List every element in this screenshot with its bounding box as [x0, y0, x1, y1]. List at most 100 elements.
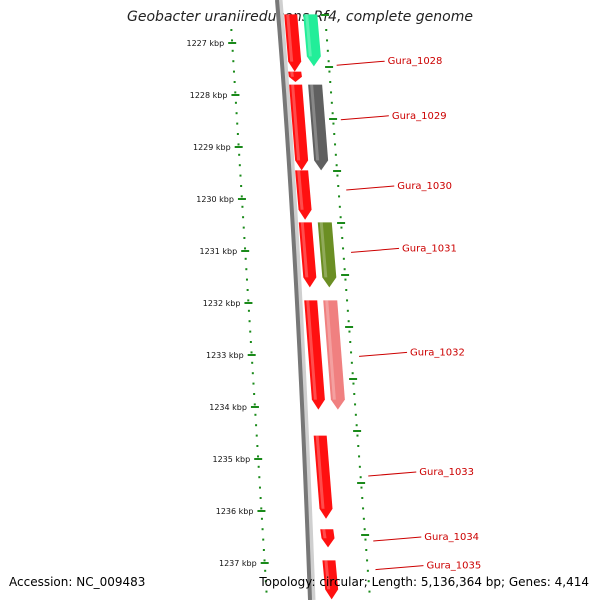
orf-arrow-highlight — [290, 71, 294, 77]
kbp-label: 1235 kbp — [212, 455, 250, 464]
outer-dot — [327, 60, 330, 63]
outer-dot — [332, 122, 335, 125]
outer-dot — [346, 309, 349, 312]
tick-dot — [253, 403, 256, 406]
tick-dot — [247, 309, 250, 312]
outer-dot — [342, 247, 345, 250]
tick-dot — [263, 559, 266, 562]
gene-leader-line — [346, 185, 395, 191]
tick-dot — [257, 455, 260, 458]
kbp-label: 1228 kbp — [190, 91, 228, 100]
tick-dot — [253, 393, 256, 395]
outer-dot — [328, 70, 331, 73]
gene-leader-line — [368, 471, 417, 477]
tick-dot — [264, 569, 267, 572]
tick-dot — [247, 299, 250, 302]
outer-dot — [344, 278, 347, 281]
outer-dot — [362, 507, 365, 510]
outer-dot — [331, 112, 334, 115]
orf-arrow — [322, 560, 339, 600]
kbp-label: 1233 kbp — [206, 351, 244, 360]
outer-dot — [347, 320, 350, 323]
outer-dot — [364, 538, 367, 541]
outer-dot — [363, 528, 366, 531]
outer-dot — [355, 424, 358, 427]
outer-tick-dots — [321, 14, 371, 593]
kbp-label: 1231 kbp — [199, 247, 237, 256]
kbp-label: 1230 kbp — [196, 195, 234, 204]
outer-dot — [352, 382, 355, 385]
outer-dot — [330, 91, 333, 94]
tick-dot — [245, 268, 248, 271]
cog-arrow — [308, 84, 329, 171]
tick-dot — [261, 528, 264, 531]
tick-dot — [256, 445, 259, 447]
tick-dot — [254, 413, 257, 416]
cog-arrow-highlight — [319, 222, 328, 278]
kbp-label: 1229 kbp — [193, 143, 231, 152]
orf-arrow-highlight — [297, 170, 304, 210]
outer-dot — [362, 517, 365, 520]
tick-dot — [262, 549, 265, 551]
outer-dot — [338, 195, 341, 198]
tick-dot — [240, 185, 243, 187]
outer-dot — [359, 476, 362, 479]
outer-dot — [357, 445, 360, 447]
orf-arrow-highlight — [322, 529, 327, 539]
orf-arrow — [289, 84, 309, 171]
outer-dot — [330, 101, 333, 104]
gene-label: Gura_1030 — [397, 181, 452, 192]
tick-dot — [259, 497, 262, 499]
orf-arrow-highlight — [291, 84, 301, 161]
outer-dot — [358, 465, 361, 468]
orf-arrow-highlight — [324, 560, 331, 590]
gene-label: Gura_1032 — [410, 347, 465, 358]
tick-dot — [255, 424, 258, 427]
tick-dot — [265, 590, 268, 593]
orf-arrow-highlight — [300, 222, 309, 278]
outer-dot — [334, 143, 337, 146]
tick-dot — [232, 60, 235, 63]
outer-dot — [351, 372, 354, 375]
outer-dot — [343, 268, 346, 271]
tick-dot — [231, 39, 234, 42]
tick-dot — [237, 143, 240, 146]
gene-leader-line — [351, 247, 400, 253]
outer-dot — [326, 39, 329, 42]
outer-dot — [340, 226, 343, 229]
outer-dot — [354, 403, 357, 406]
outer-dot — [365, 549, 368, 551]
tick-dot — [258, 476, 261, 479]
outer-dot — [358, 455, 361, 458]
cog-arrow-highlight — [310, 84, 320, 161]
tick-dot — [235, 112, 238, 115]
outer-dot — [366, 559, 369, 562]
outer-dot — [346, 299, 349, 302]
gene-label: Gura_1028 — [388, 56, 443, 67]
tick-dot — [264, 580, 267, 583]
gene-label: Gura_1034 — [424, 532, 479, 543]
orf-arrow-highlight — [306, 300, 317, 400]
gene-label: Gura_1033 — [419, 467, 474, 478]
tick-dot — [251, 361, 254, 364]
tick-dot — [241, 205, 244, 208]
gene-leader-line — [375, 565, 424, 571]
kbp-label: 1236 kbp — [216, 507, 254, 516]
outer-dot — [338, 205, 341, 208]
gene-leader-line — [373, 536, 422, 542]
kbp-tick-dots — [228, 29, 269, 593]
outer-dot — [337, 185, 340, 187]
outer-dot — [366, 569, 369, 572]
gene-labels: Gura_1028 Gura_1029 Gura_1030 Gura_1031 Gura… — [336, 56, 481, 572]
tick-dot — [249, 341, 252, 343]
gene-label: Gura_1029 — [392, 111, 447, 122]
outer-dot — [341, 237, 344, 239]
outer-dot — [350, 361, 353, 364]
tick-dot — [239, 174, 242, 177]
orf-arrow — [313, 435, 333, 519]
cog-arrow — [323, 300, 345, 410]
outer-dot — [354, 413, 357, 416]
outer-dot — [339, 216, 342, 219]
cog-arrow — [317, 222, 337, 288]
tick-dot — [260, 517, 263, 520]
